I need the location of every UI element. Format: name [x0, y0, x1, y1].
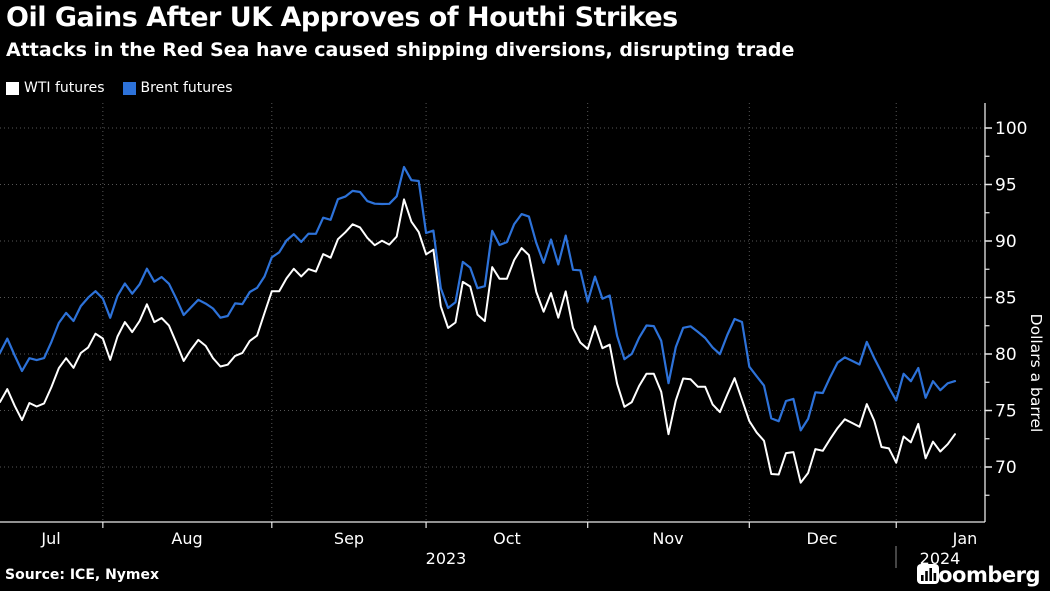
bloomberg-brand: Bloomberg [916, 563, 1041, 587]
h-gridlines [0, 127, 985, 468]
svg-text:2023: 2023 [426, 549, 467, 568]
chart-subtitle: Attacks in the Red Sea have caused shipp… [6, 39, 795, 61]
chart-title: Oil Gains After UK Approves of Houthi St… [6, 2, 678, 33]
svg-text:Dec: Dec [807, 529, 838, 548]
svg-text:Oct: Oct [493, 529, 521, 548]
legend-label-brent: Brent futures [140, 80, 233, 96]
y-ticks [985, 127, 992, 496]
legend-item-wti: WTI futures [6, 80, 105, 96]
series-wti-line [0, 198, 956, 484]
svg-text:2024: 2024 [920, 549, 961, 568]
bloomberg-logo-icon [916, 564, 939, 584]
svg-text:Sep: Sep [334, 529, 364, 548]
y-tick-labels: 100 95 90 85 80 75 70 [995, 119, 1027, 478]
wti-swatch-icon [6, 81, 19, 95]
legend-label-wti: WTI futures [24, 80, 105, 96]
legend-item-brent: Brent futures [122, 80, 233, 96]
x-ticks [102, 522, 897, 528]
svg-text:Nov: Nov [652, 529, 683, 548]
svg-text:Jul: Jul [40, 529, 60, 548]
series-brent-line [0, 165, 957, 432]
svg-text:70: 70 [995, 458, 1017, 478]
svg-text:85: 85 [995, 289, 1017, 309]
svg-text:Aug: Aug [171, 529, 202, 548]
axes [0, 103, 986, 523]
svg-text:Jan: Jan [952, 529, 978, 548]
month-labels: Jul Aug Sep Oct Nov Dec Jan [40, 529, 977, 548]
year-labels: 2023 2024 [426, 546, 961, 568]
svg-text:80: 80 [995, 345, 1017, 365]
source-note: Source: ICE, Nymex [5, 567, 160, 583]
svg-text:95: 95 [995, 176, 1017, 196]
svg-text:90: 90 [995, 232, 1017, 252]
brent-swatch-icon [122, 81, 136, 95]
y-axis-title: Dollars a barrel [1027, 314, 1045, 433]
svg-text:100: 100 [995, 119, 1027, 139]
legend: WTI futures Brent futures [6, 80, 233, 96]
svg-text:75: 75 [995, 402, 1017, 422]
v-gridlines [102, 103, 897, 522]
